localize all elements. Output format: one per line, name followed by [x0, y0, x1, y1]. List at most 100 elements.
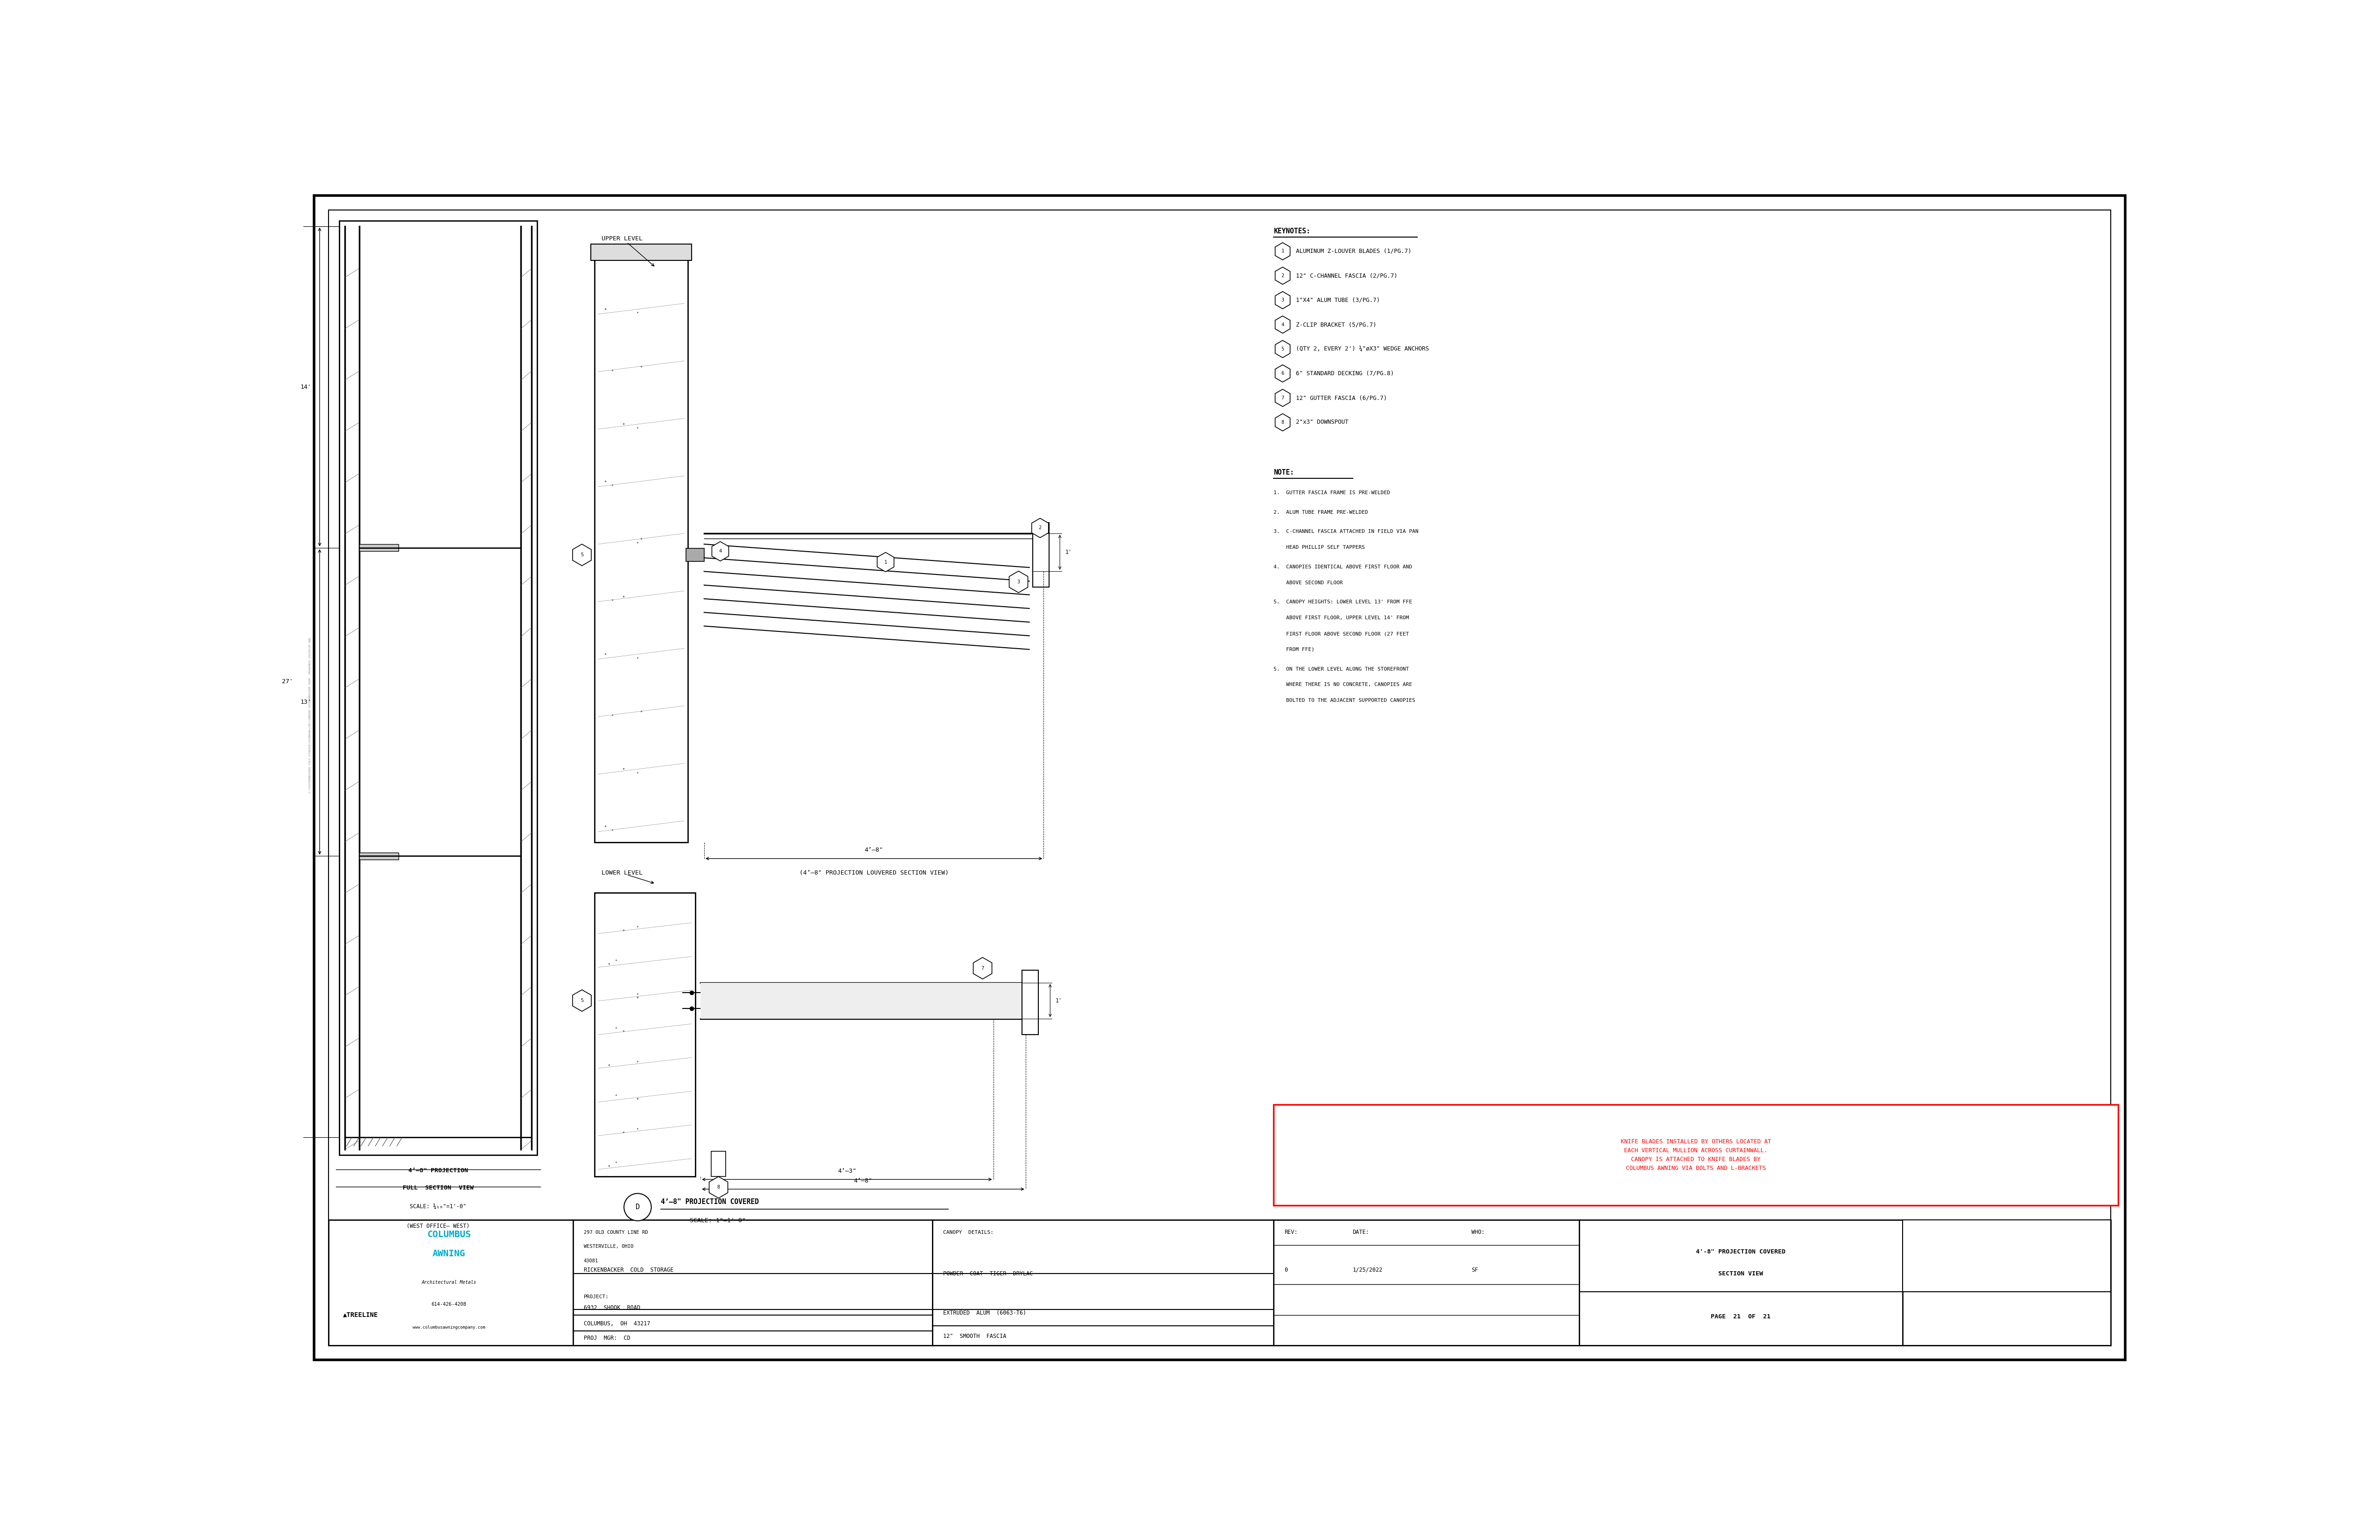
Text: WESTERVILLE, OHIO: WESTERVILLE, OHIO	[583, 1244, 633, 1249]
Text: 14': 14'	[300, 383, 312, 390]
Bar	[1021, 970, 1038, 1035]
Text: PROJECT:: PROJECT:	[583, 1295, 609, 1300]
Text: 2: 2	[1038, 525, 1042, 530]
Text: 8: 8	[1280, 420, 1285, 425]
Bar	[359, 544, 400, 551]
Polygon shape	[973, 958, 992, 979]
Text: RICKENBACKER  COLD  STORAGE: RICKENBACKER COLD STORAGE	[583, 1267, 674, 1274]
Text: 3: 3	[1280, 297, 1285, 302]
Text: DATE:: DATE:	[1352, 1229, 1368, 1235]
Polygon shape	[712, 542, 728, 561]
Text: 43081: 43081	[583, 1258, 597, 1263]
Text: FULL  SECTION  VIEW: FULL SECTION VIEW	[402, 1184, 474, 1190]
Text: ABOVE FIRST FLOOR, UPPER LEVEL 14' FROM: ABOVE FIRST FLOOR, UPPER LEVEL 14' FROM	[1273, 616, 1409, 621]
Text: UPPER LEVEL: UPPER LEVEL	[602, 236, 643, 242]
Polygon shape	[1276, 316, 1290, 333]
Bar	[712, 1152, 726, 1177]
Text: 12"  SMOOTH  FASCIA: 12" SMOOTH FASCIA	[942, 1334, 1007, 1340]
Text: 27': 27'	[281, 679, 293, 685]
Polygon shape	[1276, 243, 1290, 260]
Text: 6932  SHOOK  ROAD: 6932 SHOOK ROAD	[583, 1304, 640, 1311]
Bar	[340, 220, 538, 1155]
Text: 4’–8": 4’–8"	[864, 847, 883, 853]
Text: WHO:: WHO:	[1471, 1229, 1485, 1235]
Text: C:\RICKENBACKER COLD STORAGE\SIOBHAN\CAD\CURRENT_RICKENBACKER_SHOP  DRAWINGS_202: C:\RICKENBACKER COLD STORAGE\SIOBHAN\CAD…	[309, 638, 312, 793]
Text: 1': 1'	[1066, 550, 1071, 556]
Polygon shape	[1276, 291, 1290, 308]
Bar	[1273, 1104, 2118, 1206]
Text: 614-426-4208: 614-426-4208	[431, 1301, 466, 1306]
Text: 4’–8" PROJECTION: 4’–8" PROJECTION	[409, 1167, 469, 1173]
Bar	[328, 1220, 2111, 1346]
Text: KNIFE BLADES INSTALLED BY OTHERS LOCATED AT
EACH VERTICAL MULLION ACROSS CURTAIN: KNIFE BLADES INSTALLED BY OTHERS LOCATED…	[1621, 1138, 1771, 1172]
Text: 1"X4" ALUM TUBE (3/PG.7): 1"X4" ALUM TUBE (3/PG.7)	[1297, 297, 1380, 303]
Polygon shape	[1276, 414, 1290, 431]
Polygon shape	[878, 553, 895, 571]
Text: FIRST FLOOR ABOVE SECOND FLOOR (27 FEET: FIRST FLOOR ABOVE SECOND FLOOR (27 FEET	[1273, 631, 1409, 636]
Polygon shape	[1276, 340, 1290, 357]
Text: HEAD PHILLIP SELF TAPPERS: HEAD PHILLIP SELF TAPPERS	[1273, 545, 1366, 550]
Text: 1: 1	[883, 559, 888, 565]
Text: 1: 1	[1280, 249, 1285, 254]
Text: 6: 6	[1280, 371, 1285, 376]
Text: (WEST OFFICE– WEST): (WEST OFFICE– WEST)	[407, 1223, 469, 1229]
Text: 12" C-CHANNEL FASCIA (2/PG.7): 12" C-CHANNEL FASCIA (2/PG.7)	[1297, 273, 1397, 279]
Bar	[359, 853, 400, 859]
Text: 2.  ALUM TUBE FRAME PRE-WELDED: 2. ALUM TUBE FRAME PRE-WELDED	[1273, 510, 1368, 514]
Text: 6" STANDARD DECKING (7/PG.8): 6" STANDARD DECKING (7/PG.8)	[1297, 371, 1395, 376]
Polygon shape	[574, 990, 590, 1012]
Text: LOWER LEVEL: LOWER LEVEL	[602, 870, 643, 876]
Text: SCALE: 1"=1'–0": SCALE: 1"=1'–0"	[690, 1218, 745, 1224]
Polygon shape	[1276, 390, 1290, 407]
Text: (4’–8" PROJECTION LOUVERED SECTION VIEW): (4’–8" PROJECTION LOUVERED SECTION VIEW)	[800, 870, 950, 876]
Text: 2"x3" DOWNSPOUT: 2"x3" DOWNSPOUT	[1297, 419, 1349, 425]
Text: 5: 5	[1280, 346, 1285, 351]
Bar	[1033, 522, 1050, 587]
Text: SF: SF	[1471, 1267, 1478, 1274]
Polygon shape	[574, 544, 590, 565]
Text: KEYNOTES:: KEYNOTES:	[1273, 228, 1311, 236]
Text: www.columbusawningcompany.com: www.columbusawningcompany.com	[412, 1326, 486, 1329]
Text: 7: 7	[1280, 396, 1285, 400]
Text: 4'-8" PROJECTION COVERED: 4'-8" PROJECTION COVERED	[1697, 1249, 1785, 1255]
Text: 0: 0	[1285, 1267, 1288, 1274]
Text: 13': 13'	[300, 699, 312, 705]
Bar	[1902, 1220, 2111, 1292]
Text: Architectural Metals: Architectural Metals	[421, 1280, 476, 1284]
Text: 4.  CANOPIES IDENTICAL ABOVE FIRST FLOOR AND: 4. CANOPIES IDENTICAL ABOVE FIRST FLOOR …	[1273, 565, 1411, 570]
Text: 297 OLD COUNTY LINE RD: 297 OLD COUNTY LINE RD	[583, 1230, 647, 1235]
Text: CANOPY  DETAILS:: CANOPY DETAILS:	[942, 1230, 992, 1235]
Text: 7: 7	[981, 966, 983, 970]
Polygon shape	[1031, 519, 1050, 537]
Text: COLUMBUS: COLUMBUS	[426, 1230, 471, 1240]
Text: (QTY 2, EVERY 2') ¾"øX3" WEDGE ANCHORS: (QTY 2, EVERY 2') ¾"øX3" WEDGE ANCHORS	[1297, 346, 1428, 353]
Text: PROJ  MGR:  CD: PROJ MGR: CD	[583, 1335, 631, 1341]
Text: 5.  CANOPY HEIGHTS: LOWER LEVEL 13' FROM FFE: 5. CANOPY HEIGHTS: LOWER LEVEL 13' FROM …	[1273, 601, 1411, 605]
Text: Z-CLIP BRACKET (5/PG.7): Z-CLIP BRACKET (5/PG.7)	[1297, 322, 1376, 328]
Text: 4’–3": 4’–3"	[838, 1167, 857, 1173]
Text: 4: 4	[1280, 322, 1285, 326]
Circle shape	[624, 1194, 652, 1221]
Text: POWDER  COAT  TIGER  DRYLAC: POWDER COAT TIGER DRYLAC	[942, 1270, 1033, 1277]
Polygon shape	[709, 1177, 728, 1198]
Bar	[590, 245, 693, 260]
Text: 4’–8": 4’–8"	[854, 1178, 873, 1184]
Text: EXTRUDED  ALUM  (6063-T6): EXTRUDED ALUM (6063-T6)	[942, 1311, 1026, 1317]
Text: SCALE: ¾₁₆"=1'-0": SCALE: ¾₁₆"=1'-0"	[409, 1204, 466, 1209]
Bar	[685, 548, 704, 562]
Bar	[595, 246, 688, 842]
Text: 12" GUTTER FASCIA (6/PG.7): 12" GUTTER FASCIA (6/PG.7)	[1297, 394, 1388, 400]
Text: NOTE:: NOTE:	[1273, 470, 1295, 476]
Text: 1': 1'	[1057, 998, 1061, 1004]
Text: WHERE THERE IS NO CONCRETE, CANOPIES ARE: WHERE THERE IS NO CONCRETE, CANOPIES ARE	[1273, 682, 1411, 687]
Text: ABOVE SECOND FLOOR: ABOVE SECOND FLOOR	[1273, 581, 1342, 585]
Text: 8: 8	[716, 1184, 719, 1190]
Polygon shape	[1276, 365, 1290, 382]
Text: 5: 5	[581, 553, 583, 557]
Text: 4’–8" PROJECTION COVERED: 4’–8" PROJECTION COVERED	[662, 1198, 759, 1206]
Polygon shape	[1276, 266, 1290, 285]
Text: 5: 5	[581, 998, 583, 1003]
Polygon shape	[1009, 571, 1028, 593]
Bar	[595, 893, 695, 1177]
Text: 1/25/2022: 1/25/2022	[1352, 1267, 1383, 1274]
